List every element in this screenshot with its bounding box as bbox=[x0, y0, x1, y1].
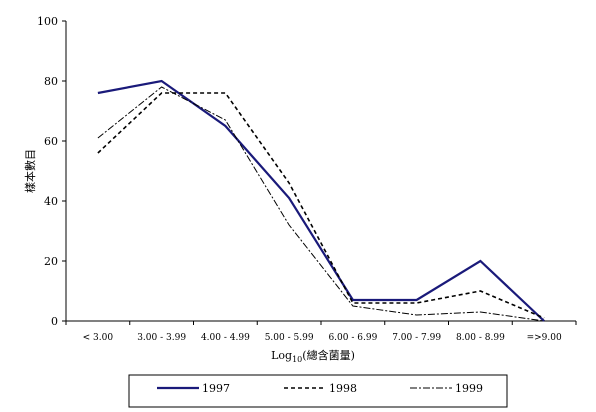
x-axis-label: Log10(總含菌量) bbox=[271, 348, 355, 364]
series-line-1997 bbox=[97, 79, 545, 322]
legend-box bbox=[128, 374, 508, 408]
series-layer bbox=[97, 79, 545, 322]
y-tick-label: 0 bbox=[51, 315, 58, 328]
y-tick-label: 80 bbox=[44, 75, 58, 88]
x-axis-label-main: Log bbox=[271, 349, 292, 362]
x-tick-label: 7.00 - 7.99 bbox=[392, 333, 441, 343]
x-axis-label-subscript: 10 bbox=[292, 355, 302, 364]
y-tick-label: 60 bbox=[44, 135, 58, 148]
axes-group: 0 20 40 60 80 100 < 3.00 3.00 - 3.99 4.00 - 4.99… bbox=[37, 15, 577, 343]
series-line-1999 bbox=[97, 86, 545, 322]
x-tick-label: 4.00 - 4.99 bbox=[201, 333, 250, 343]
x-tick-label: < 3.00 bbox=[83, 333, 114, 343]
legend-label-1999: 1999 bbox=[455, 382, 483, 395]
y-tick-label: 20 bbox=[44, 255, 58, 268]
x-tick-label: =>9.00 bbox=[527, 333, 562, 343]
y-tick-label: 40 bbox=[44, 195, 58, 208]
legend-label-1998: 1998 bbox=[329, 382, 357, 395]
y-tick-label: 100 bbox=[37, 15, 58, 28]
y-axis-label: 樣本數目 bbox=[23, 149, 37, 193]
x-tick-label: 6.00 - 6.99 bbox=[328, 333, 377, 343]
legend-label-1997: 1997 bbox=[202, 382, 230, 395]
legend: 1997 1998 1999 bbox=[157, 382, 483, 395]
series-line-1998 bbox=[97, 92, 545, 319]
x-tick-label: 8.00 - 8.99 bbox=[456, 333, 505, 343]
x-tick-label: 5.00 - 5.99 bbox=[265, 333, 314, 343]
x-tick-label: 3.00 - 3.99 bbox=[137, 333, 186, 343]
x-axis-label-rest: (總含菌量) bbox=[302, 348, 355, 362]
